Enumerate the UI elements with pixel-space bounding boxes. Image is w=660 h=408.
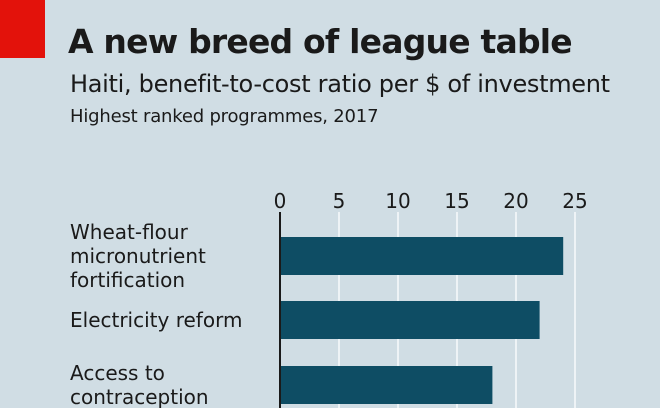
x-tick-label-15: 15	[444, 189, 469, 213]
category-label-1-line-0: Electricity reform	[70, 308, 242, 332]
category-label-2-line-1: contraception	[70, 385, 209, 408]
chart-subtitle: Haiti, benefit-to-cost ratio per $ of in…	[70, 70, 610, 98]
bar-0	[280, 237, 564, 275]
chart-title: A new breed of league table	[68, 22, 573, 61]
x-tick-label-20: 20	[503, 189, 528, 213]
brand-red-tag	[0, 0, 45, 58]
x-tick-label-10: 10	[385, 189, 410, 213]
category-label-0-line-2: fortification	[70, 268, 185, 292]
bars	[280, 237, 564, 404]
chart-subsubtitle: Highest ranked programmes, 2017	[70, 106, 379, 127]
bar-2	[280, 366, 493, 404]
bar-1	[280, 301, 540, 339]
x-tick-label-25: 25	[562, 189, 587, 213]
x-tick-label-0: 0	[274, 189, 287, 213]
category-label-2-line-0: Access to	[70, 361, 165, 385]
category-label-0-line-0: Wheat-flour	[70, 220, 189, 244]
x-tick-label-5: 5	[333, 189, 346, 213]
category-label-0-line-1: micronutrient	[70, 244, 206, 268]
x-axis-ticks: 0 5 10 15 20 25	[274, 189, 588, 213]
